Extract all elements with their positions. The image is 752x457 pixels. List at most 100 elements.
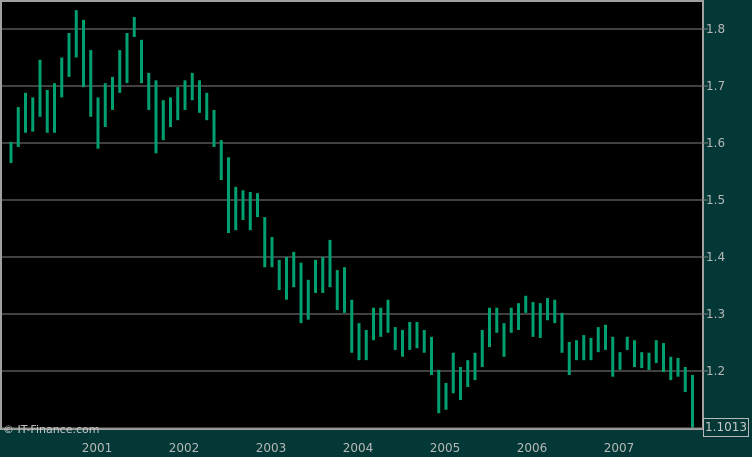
price-bar [364, 329, 368, 361]
price-bar [430, 336, 433, 375]
price-bar [517, 303, 520, 330]
x-tick-label: 2005 [429, 441, 461, 455]
price-bar [256, 193, 259, 218]
price-bar [372, 307, 375, 341]
price-bar [502, 323, 506, 357]
price-bar [589, 337, 593, 361]
x-tick-label: 2003 [255, 441, 287, 455]
price-bar [633, 340, 636, 368]
price-bar [263, 217, 267, 268]
watermark: © IT-Finance.com [3, 423, 100, 436]
price-bar [524, 295, 528, 313]
price-bar [495, 307, 499, 333]
price-bar [538, 303, 542, 338]
price-bar [140, 39, 143, 84]
x-tick-label: 2002 [168, 441, 200, 455]
price-bar [683, 367, 687, 393]
price-bar [125, 32, 129, 84]
price-bar [553, 299, 557, 324]
price-bar [176, 87, 180, 121]
price-bar [343, 267, 346, 313]
price-bar [647, 352, 651, 370]
price-bar [248, 192, 252, 231]
price-bar [575, 340, 578, 361]
price-bar [560, 312, 564, 353]
price-bar [691, 374, 694, 428]
price-bar [169, 97, 172, 128]
price-bar [466, 360, 470, 387]
price-bar [16, 107, 20, 147]
price-bar [212, 109, 216, 147]
price-bar [198, 80, 201, 113]
price-bar [277, 259, 281, 291]
price-bar [459, 367, 462, 401]
price-bar [45, 89, 49, 133]
price-bar [509, 307, 513, 333]
price-bar [205, 92, 209, 121]
price-bar [546, 298, 549, 321]
price-bar [437, 369, 441, 414]
price-bar [314, 259, 317, 293]
price-bar [669, 356, 673, 381]
x-tick-label: 2001 [81, 441, 113, 455]
x-tick-label: 2007 [603, 441, 635, 455]
price-bar [53, 83, 56, 133]
price-bar [335, 270, 339, 311]
price-bar [60, 57, 64, 98]
price-bar [422, 329, 426, 353]
y-tick-label: 1.4 [706, 250, 726, 264]
price-bar [38, 59, 42, 117]
price-bar [321, 257, 325, 293]
price-bar [9, 141, 13, 163]
price-bar [299, 262, 303, 324]
last-price-label: 1.1013 [703, 418, 749, 437]
price-bar [604, 324, 607, 350]
price-bar [89, 50, 93, 117]
price-bar [82, 19, 85, 88]
price-bar [154, 80, 158, 154]
price-bar [480, 329, 484, 368]
price-bar [408, 321, 412, 350]
price-bar [227, 157, 230, 234]
price-bar [618, 352, 622, 370]
x-tick-label: 2006 [516, 441, 548, 455]
price-bar [190, 72, 194, 101]
price-bar [241, 190, 245, 220]
price-bar [328, 239, 332, 288]
price-bar [386, 299, 390, 333]
price-bar [567, 341, 571, 375]
y-tick-label: 1.3 [706, 307, 726, 321]
price-bar [379, 307, 383, 337]
price-bar [676, 357, 680, 377]
price-bar [285, 257, 288, 300]
price-bar [74, 10, 78, 58]
price-bar [132, 17, 136, 37]
y-tick-label: 1.5 [706, 193, 726, 207]
y-tick-label: 1.6 [706, 136, 726, 150]
price-bar [582, 335, 586, 361]
price-bar [161, 100, 165, 141]
price-bar [306, 279, 310, 320]
price-bar [24, 92, 27, 133]
price-bar [401, 329, 404, 357]
price-bar [444, 382, 448, 410]
price-bar [96, 97, 100, 149]
price-bar [611, 336, 615, 377]
price-bar [451, 352, 455, 394]
x-tick-label: 2004 [342, 441, 374, 455]
price-bar [662, 343, 665, 373]
price-bar [596, 327, 600, 353]
price-bar [103, 83, 107, 128]
price-bar [270, 237, 274, 268]
price-bar [473, 352, 477, 381]
price-bar [531, 302, 535, 337]
y-tick-label: 1.2 [706, 364, 726, 378]
price-bar [640, 352, 644, 369]
price-bar [292, 251, 296, 288]
price-bar [654, 340, 658, 364]
price-bar [625, 336, 629, 350]
price-bar [111, 76, 114, 110]
y-tick-label: 1.8 [706, 22, 726, 36]
price-bar [234, 186, 238, 231]
